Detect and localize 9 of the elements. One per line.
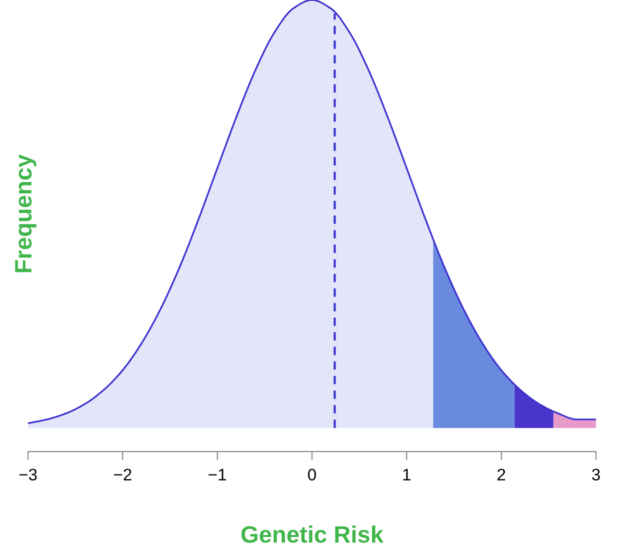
x-axis-title: Genetic Risk	[241, 525, 384, 543]
x-tick-label: 2	[498, 468, 506, 480]
x-tick-label: −2	[114, 468, 132, 480]
x-tick-label: 3	[592, 468, 600, 481]
y-axis-title: Frequency	[15, 154, 36, 272]
x-tick-label: −3	[19, 468, 37, 481]
x-tick-label: −1	[208, 468, 226, 480]
x-tick-label: 0	[308, 468, 316, 481]
x-tick-label: 1	[403, 468, 410, 480]
